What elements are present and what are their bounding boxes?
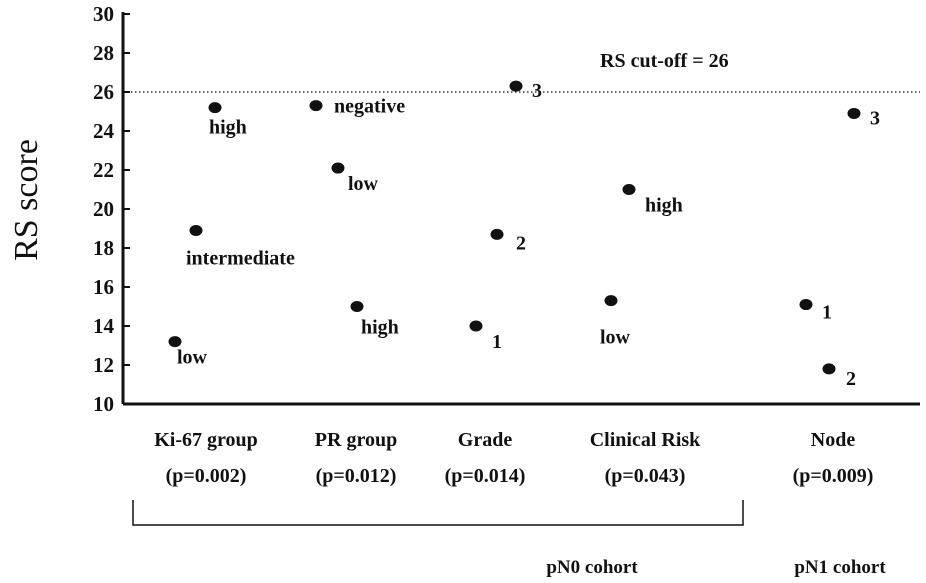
category-name: Grade <box>458 429 513 451</box>
category-pvalue: (p=0.012) <box>316 465 397 487</box>
point-label: negative <box>334 96 405 118</box>
point-label: low <box>177 347 208 369</box>
point-label: 2 <box>846 368 856 390</box>
point-label: 1 <box>492 331 502 353</box>
data-point <box>822 363 836 375</box>
point-label: high <box>209 117 247 139</box>
data-point <box>331 162 345 174</box>
point-label: 2 <box>516 232 526 254</box>
y-axis-label: RS score <box>8 139 45 261</box>
y-tick-label: 10 <box>93 392 114 416</box>
data-point <box>604 295 618 307</box>
data-point <box>490 228 504 240</box>
y-tick-label: 14 <box>93 314 115 338</box>
category-pvalue: (p=0.043) <box>605 465 686 487</box>
category-name: Ki-67 group <box>154 429 258 451</box>
cohort-label-pn1: pN1 cohort <box>794 557 886 578</box>
cutoff-line-group: RS cut-off = 26 <box>123 50 920 93</box>
data-point <box>799 299 813 311</box>
point-label: high <box>645 195 683 217</box>
data-point <box>469 320 483 332</box>
category-pvalue: (p=0.009) <box>793 465 874 487</box>
y-tick-label: 30 <box>93 2 114 26</box>
category-pvalue: (p=0.002) <box>166 465 247 487</box>
y-tick-label: 26 <box>93 80 114 104</box>
data-point <box>847 107 861 119</box>
data-point <box>208 102 222 114</box>
pn0-bracket <box>132 500 744 526</box>
point-label: 3 <box>532 80 542 102</box>
point-label: low <box>600 327 631 349</box>
data-points: low intermediate high negative low high 1 2 3 low… <box>168 80 880 390</box>
point-label: 3 <box>870 107 880 129</box>
data-point <box>309 100 323 112</box>
y-tick-label: 12 <box>93 353 114 377</box>
data-point <box>168 336 182 348</box>
y-tick-label: 28 <box>93 41 114 65</box>
cohort-labels: pN0 cohort pN1 cohort <box>132 500 886 578</box>
point-label: 1 <box>822 302 832 324</box>
point-label: low <box>348 173 379 195</box>
y-tick-label: 22 <box>93 158 114 182</box>
point-label: high <box>361 317 399 339</box>
category-name: PR group <box>315 429 397 451</box>
data-point <box>509 80 523 92</box>
point-label: intermediate <box>186 247 295 269</box>
category-name: Clinical Risk <box>590 429 701 451</box>
category-labels: Ki-67 group (p=0.002) PR group (p=0.012) Gra… <box>154 429 873 487</box>
category-name: Node <box>811 429 856 451</box>
y-tick-label: 18 <box>93 236 114 260</box>
data-point <box>622 184 636 195</box>
y-tick-label: 20 <box>93 197 114 221</box>
y-tick-label: 16 <box>93 275 114 299</box>
cutoff-label: RS cut-off = 26 <box>600 50 729 72</box>
data-point <box>189 224 203 236</box>
data-point <box>350 301 364 312</box>
cohort-label-pn0: pN0 cohort <box>546 557 638 578</box>
y-tick-label: 24 <box>93 119 115 143</box>
category-pvalue: (p=0.014) <box>445 465 526 487</box>
